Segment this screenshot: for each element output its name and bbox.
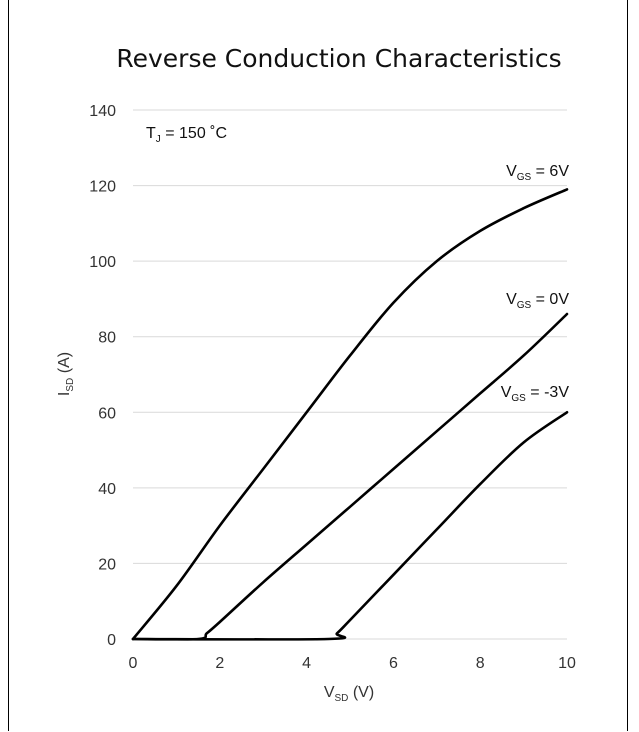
y-tick-label: 60 [98, 405, 116, 422]
y-tick-label: 140 [89, 103, 116, 120]
y-tick-label: 40 [98, 481, 116, 498]
figure-frame [8, 0, 628, 731]
x-tick-label: 0 [129, 655, 138, 672]
series-label-vgs-neg3v: VGS = -3V [501, 384, 570, 404]
y-tick-label: 80 [98, 330, 116, 347]
y-tick-label: 20 [98, 556, 116, 573]
y-axis-label: ISD (A) [56, 352, 76, 396]
y-tick-labels: 0 20 40 60 80 100 120 140 [89, 103, 116, 649]
x-tick-label: 6 [389, 655, 398, 672]
series-lines [131, 188, 569, 641]
annotation-tj: TJ = 150 ˚C [146, 125, 227, 145]
x-tick-label: 10 [558, 655, 576, 672]
x-tick-label: 2 [215, 655, 224, 672]
y-tick-label: 100 [89, 254, 116, 271]
x-tick-label: 4 [302, 655, 311, 672]
series-line-1 [131, 312, 569, 641]
y-tick-label: 0 [107, 632, 116, 649]
grid-lines [133, 109, 567, 640]
series-line-2 [131, 411, 569, 641]
series-label-vgs-0v: VGS = 0V [506, 291, 569, 311]
x-axis-label: VSD (V) [324, 684, 374, 704]
y-tick-label: 120 [89, 179, 116, 196]
series-line-0 [131, 188, 569, 641]
series-label-vgs-6v: VGS = 6V [506, 163, 569, 183]
chart-title: Reverse Conduction Characteristics [116, 44, 561, 73]
x-tick-labels: 0 2 4 6 8 10 [129, 655, 576, 672]
x-tick-label: 8 [476, 655, 485, 672]
